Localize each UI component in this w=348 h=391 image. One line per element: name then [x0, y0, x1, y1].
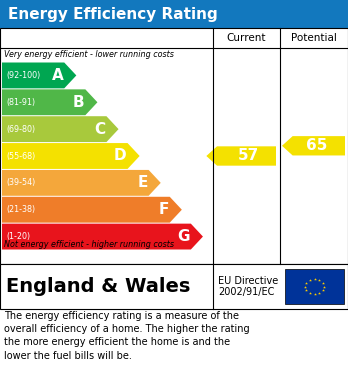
Text: G: G [177, 229, 190, 244]
Bar [285, 269, 344, 304]
Text: (92-100): (92-100) [6, 71, 40, 80]
Polygon shape [2, 63, 76, 88]
Text: B: B [73, 95, 84, 110]
Text: (69-80): (69-80) [6, 125, 35, 134]
Text: The energy efficiency rating is a measure of the
overall efficiency of a home. T: The energy efficiency rating is a measur… [4, 311, 250, 361]
Bar [0, 264, 348, 309]
Text: (21-38): (21-38) [6, 205, 35, 214]
Text: (55-68): (55-68) [6, 151, 35, 160]
Text: EU Directive: EU Directive [218, 276, 278, 287]
Text: C: C [94, 122, 105, 136]
Bar [0, 28, 348, 264]
Text: Energy Efficiency Rating: Energy Efficiency Rating [8, 7, 218, 22]
Text: Potential: Potential [291, 33, 337, 43]
Text: England & Wales: England & Wales [6, 277, 190, 296]
Text: F: F [158, 202, 169, 217]
Bar [0, 0, 348, 28]
Polygon shape [2, 170, 161, 196]
Text: 57: 57 [238, 149, 259, 163]
Text: Current: Current [227, 33, 266, 43]
Text: Not energy efficient - higher running costs: Not energy efficient - higher running co… [4, 240, 174, 249]
Polygon shape [2, 224, 203, 249]
Text: E: E [137, 175, 148, 190]
Text: Very energy efficient - lower running costs: Very energy efficient - lower running co… [4, 50, 174, 59]
Text: (1-20): (1-20) [6, 232, 30, 241]
Text: (39-54): (39-54) [6, 178, 35, 187]
Text: D: D [114, 149, 127, 163]
Text: 65: 65 [306, 138, 327, 153]
Polygon shape [2, 143, 140, 169]
Polygon shape [2, 116, 119, 142]
Text: A: A [52, 68, 63, 83]
Polygon shape [2, 90, 97, 115]
Polygon shape [206, 146, 276, 166]
Text: 2002/91/EC: 2002/91/EC [218, 287, 274, 296]
Polygon shape [2, 197, 182, 222]
Polygon shape [282, 136, 345, 156]
Text: (81-91): (81-91) [6, 98, 35, 107]
